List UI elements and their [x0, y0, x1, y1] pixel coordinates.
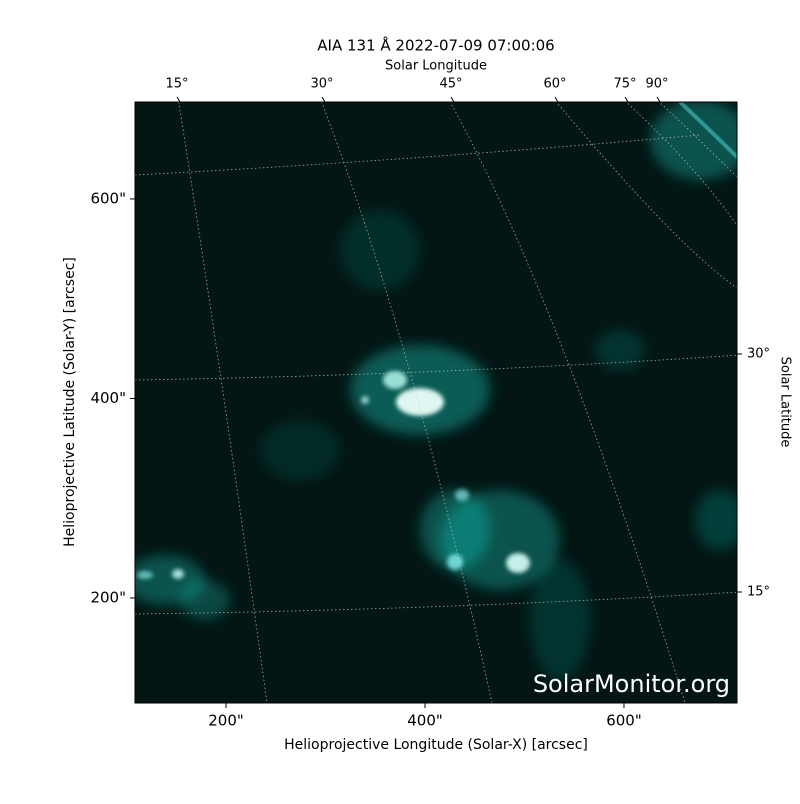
- bright-core: [396, 388, 444, 416]
- watermark: SolarMonitor.org: [533, 670, 730, 698]
- x2-tick-label: 60°: [543, 77, 566, 92]
- x2-tick: [624, 96, 629, 103]
- x2-tick-label: 90°: [645, 77, 668, 92]
- glow: [180, 580, 230, 620]
- x-axis-label: Helioprojective Longitude (Solar-X) [arc…: [284, 737, 588, 753]
- bright-core: [361, 396, 369, 404]
- glow: [695, 490, 737, 550]
- bright-core: [383, 371, 407, 389]
- x-tick-label: 600": [606, 712, 642, 730]
- bright-core: [506, 553, 530, 573]
- x2-tick: [176, 96, 181, 103]
- glow: [340, 210, 420, 290]
- x-tick-label: 400": [407, 712, 443, 730]
- coordinate-grid: [135, 102, 737, 703]
- x2-tick-label: 15°: [165, 77, 188, 92]
- y-tick-label: 200": [90, 588, 126, 606]
- bright-core: [137, 571, 153, 579]
- y-axis-label: Helioprojective Latitude (Solar-Y) [arcs…: [62, 257, 78, 547]
- x2-tick: [554, 96, 559, 103]
- glow: [260, 420, 340, 480]
- bright-core: [455, 489, 469, 501]
- glow: [595, 330, 645, 370]
- x2-tick-label: 45°: [439, 77, 462, 92]
- glow: [420, 490, 490, 570]
- glow: [530, 560, 590, 680]
- plot-frame: [134, 101, 738, 704]
- x2-tick-label: 30°: [310, 77, 333, 92]
- glow: [650, 102, 737, 180]
- y2-tick-label: 30°: [747, 347, 770, 362]
- chart-title: AIA 131 Å 2022-07-09 07:00:06: [317, 36, 554, 55]
- x2-tick: [321, 96, 326, 103]
- y-tick-label: 600": [90, 189, 126, 207]
- y-tick-label: 400": [90, 389, 126, 407]
- y2-axis-label: Solar Latitude: [778, 357, 793, 448]
- x-tick-label: 200": [208, 712, 244, 730]
- x2-tick: [656, 96, 661, 103]
- x2-axis-label: Solar Longitude: [385, 59, 487, 74]
- solar-image: [135, 102, 737, 703]
- x2-tick: [450, 96, 455, 103]
- x2-tick-label: 75°: [613, 77, 636, 92]
- bright-core: [172, 569, 184, 579]
- bright-core: [447, 554, 463, 570]
- y2-tick-label: 15°: [747, 585, 770, 600]
